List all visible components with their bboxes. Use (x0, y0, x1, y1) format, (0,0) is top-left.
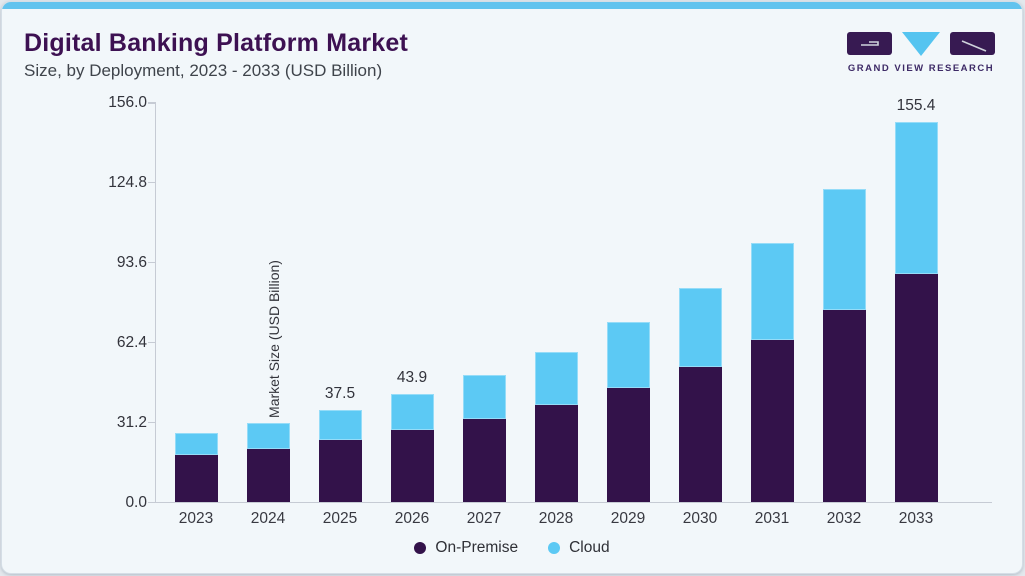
x-tick-label: 2033 (898, 510, 934, 527)
legend-item-cloud: Cloud (548, 539, 610, 557)
x-tick-label: 2030 (682, 510, 718, 527)
y-tick-mark (148, 182, 156, 183)
bar-segment-onpremise (174, 455, 218, 502)
r-glyph (961, 40, 987, 52)
bar-segment-onpremise (246, 449, 290, 502)
bar-segment-cloud (318, 410, 362, 440)
bar-group-2028 (534, 352, 578, 502)
x-tick-label: 2025 (322, 510, 358, 527)
x-tick-label: 2023 (178, 510, 214, 527)
bar-group-2033 (894, 122, 938, 502)
bar-group-2023 (174, 433, 218, 502)
x-tick-label: 2029 (610, 510, 646, 527)
bar-segment-onpremise (462, 419, 506, 502)
bar-group-2030 (678, 288, 722, 502)
bar-segment-onpremise (534, 405, 578, 502)
bar-segment-onpremise (678, 367, 722, 502)
bar-group-2032 (822, 189, 866, 502)
page-title: Digital Banking Platform Market (24, 29, 409, 57)
bar-segment-cloud (174, 433, 218, 455)
legend-dot-cloud (548, 542, 561, 554)
x-tick-label: 2026 (394, 510, 430, 527)
legend-label-cloud: Cloud (569, 539, 610, 556)
bar-segment-cloud (390, 394, 434, 430)
bar-segment-cloud (534, 352, 578, 405)
bar-value-label: 43.9 (396, 369, 428, 386)
y-axis-title: Market Size (USD Billion) (266, 183, 286, 423)
gvr-logo-text: GRAND VIEW RESEARCH (847, 63, 995, 74)
y-tick-mark (148, 262, 156, 263)
x-tick-label: 2032 (826, 510, 862, 527)
bar-group-2031 (750, 243, 794, 502)
y-tick-label: 62.4 (116, 334, 147, 351)
legend-item-onpremise: On-Premise (414, 539, 518, 557)
y-tick-label: 93.6 (116, 254, 147, 271)
gvr-logo-mark (847, 31, 995, 57)
bar-segment-onpremise (750, 340, 794, 502)
legend-label-onpremise: On-Premise (435, 539, 519, 556)
page-subtitle: Size, by Deployment, 2023 - 2033 (USD Bi… (24, 61, 383, 80)
y-tick-label: 31.2 (116, 414, 147, 431)
bar-segment-cloud (606, 322, 650, 388)
bar-segment-cloud (894, 122, 938, 274)
bar-group-2029 (606, 322, 650, 502)
bar-segment-onpremise (894, 274, 938, 502)
bar-segment-onpremise (318, 440, 362, 502)
gvr-v-triangle (902, 32, 940, 56)
bar-value-label: 155.4 (896, 97, 936, 114)
x-tick-label: 2031 (754, 510, 790, 527)
bar-segment-onpremise (822, 310, 866, 502)
bar-segment-cloud (678, 288, 722, 367)
bar-segment-cloud (750, 243, 794, 340)
bar-value-label: 37.5 (324, 385, 356, 402)
bar-group-2024 (246, 423, 290, 502)
gvr-g-block (847, 32, 892, 55)
legend: On-Premise Cloud (2, 539, 1022, 557)
top-accent-bar (2, 2, 1022, 9)
legend-dot-onpremise (414, 542, 427, 554)
gvr-r-block (950, 32, 995, 55)
bar-segment-onpremise (390, 430, 434, 502)
x-tick-label: 2028 (538, 510, 574, 527)
y-tick-mark (148, 342, 156, 343)
x-tick-label: 2027 (466, 510, 502, 527)
bar-group-2026 (390, 394, 434, 502)
bar-group-2027 (462, 375, 506, 502)
bar-segment-onpremise (606, 388, 650, 502)
y-tick-mark (148, 422, 156, 423)
x-tick-label: 2024 (250, 510, 286, 527)
y-tick-mark (148, 102, 156, 103)
g-glyph (861, 41, 879, 46)
bar-segment-cloud (822, 189, 866, 310)
bar-group-2025 (318, 410, 362, 502)
plot-area: Market Size (USD Billion) 0.0 31.2 62.4 93.… (108, 95, 992, 527)
bar-segment-cloud (246, 423, 290, 449)
y-tick-label: 156.0 (108, 94, 147, 111)
bar-segment-cloud (462, 375, 506, 419)
y-tick-label: 0.0 (125, 494, 147, 511)
gvr-logo: GRAND VIEW RESEARCH (847, 31, 995, 74)
y-axis-title-text: Market Size (USD Billion) (266, 259, 282, 418)
y-tick-label: 124.8 (108, 174, 147, 191)
y-tick-mark (148, 502, 156, 503)
